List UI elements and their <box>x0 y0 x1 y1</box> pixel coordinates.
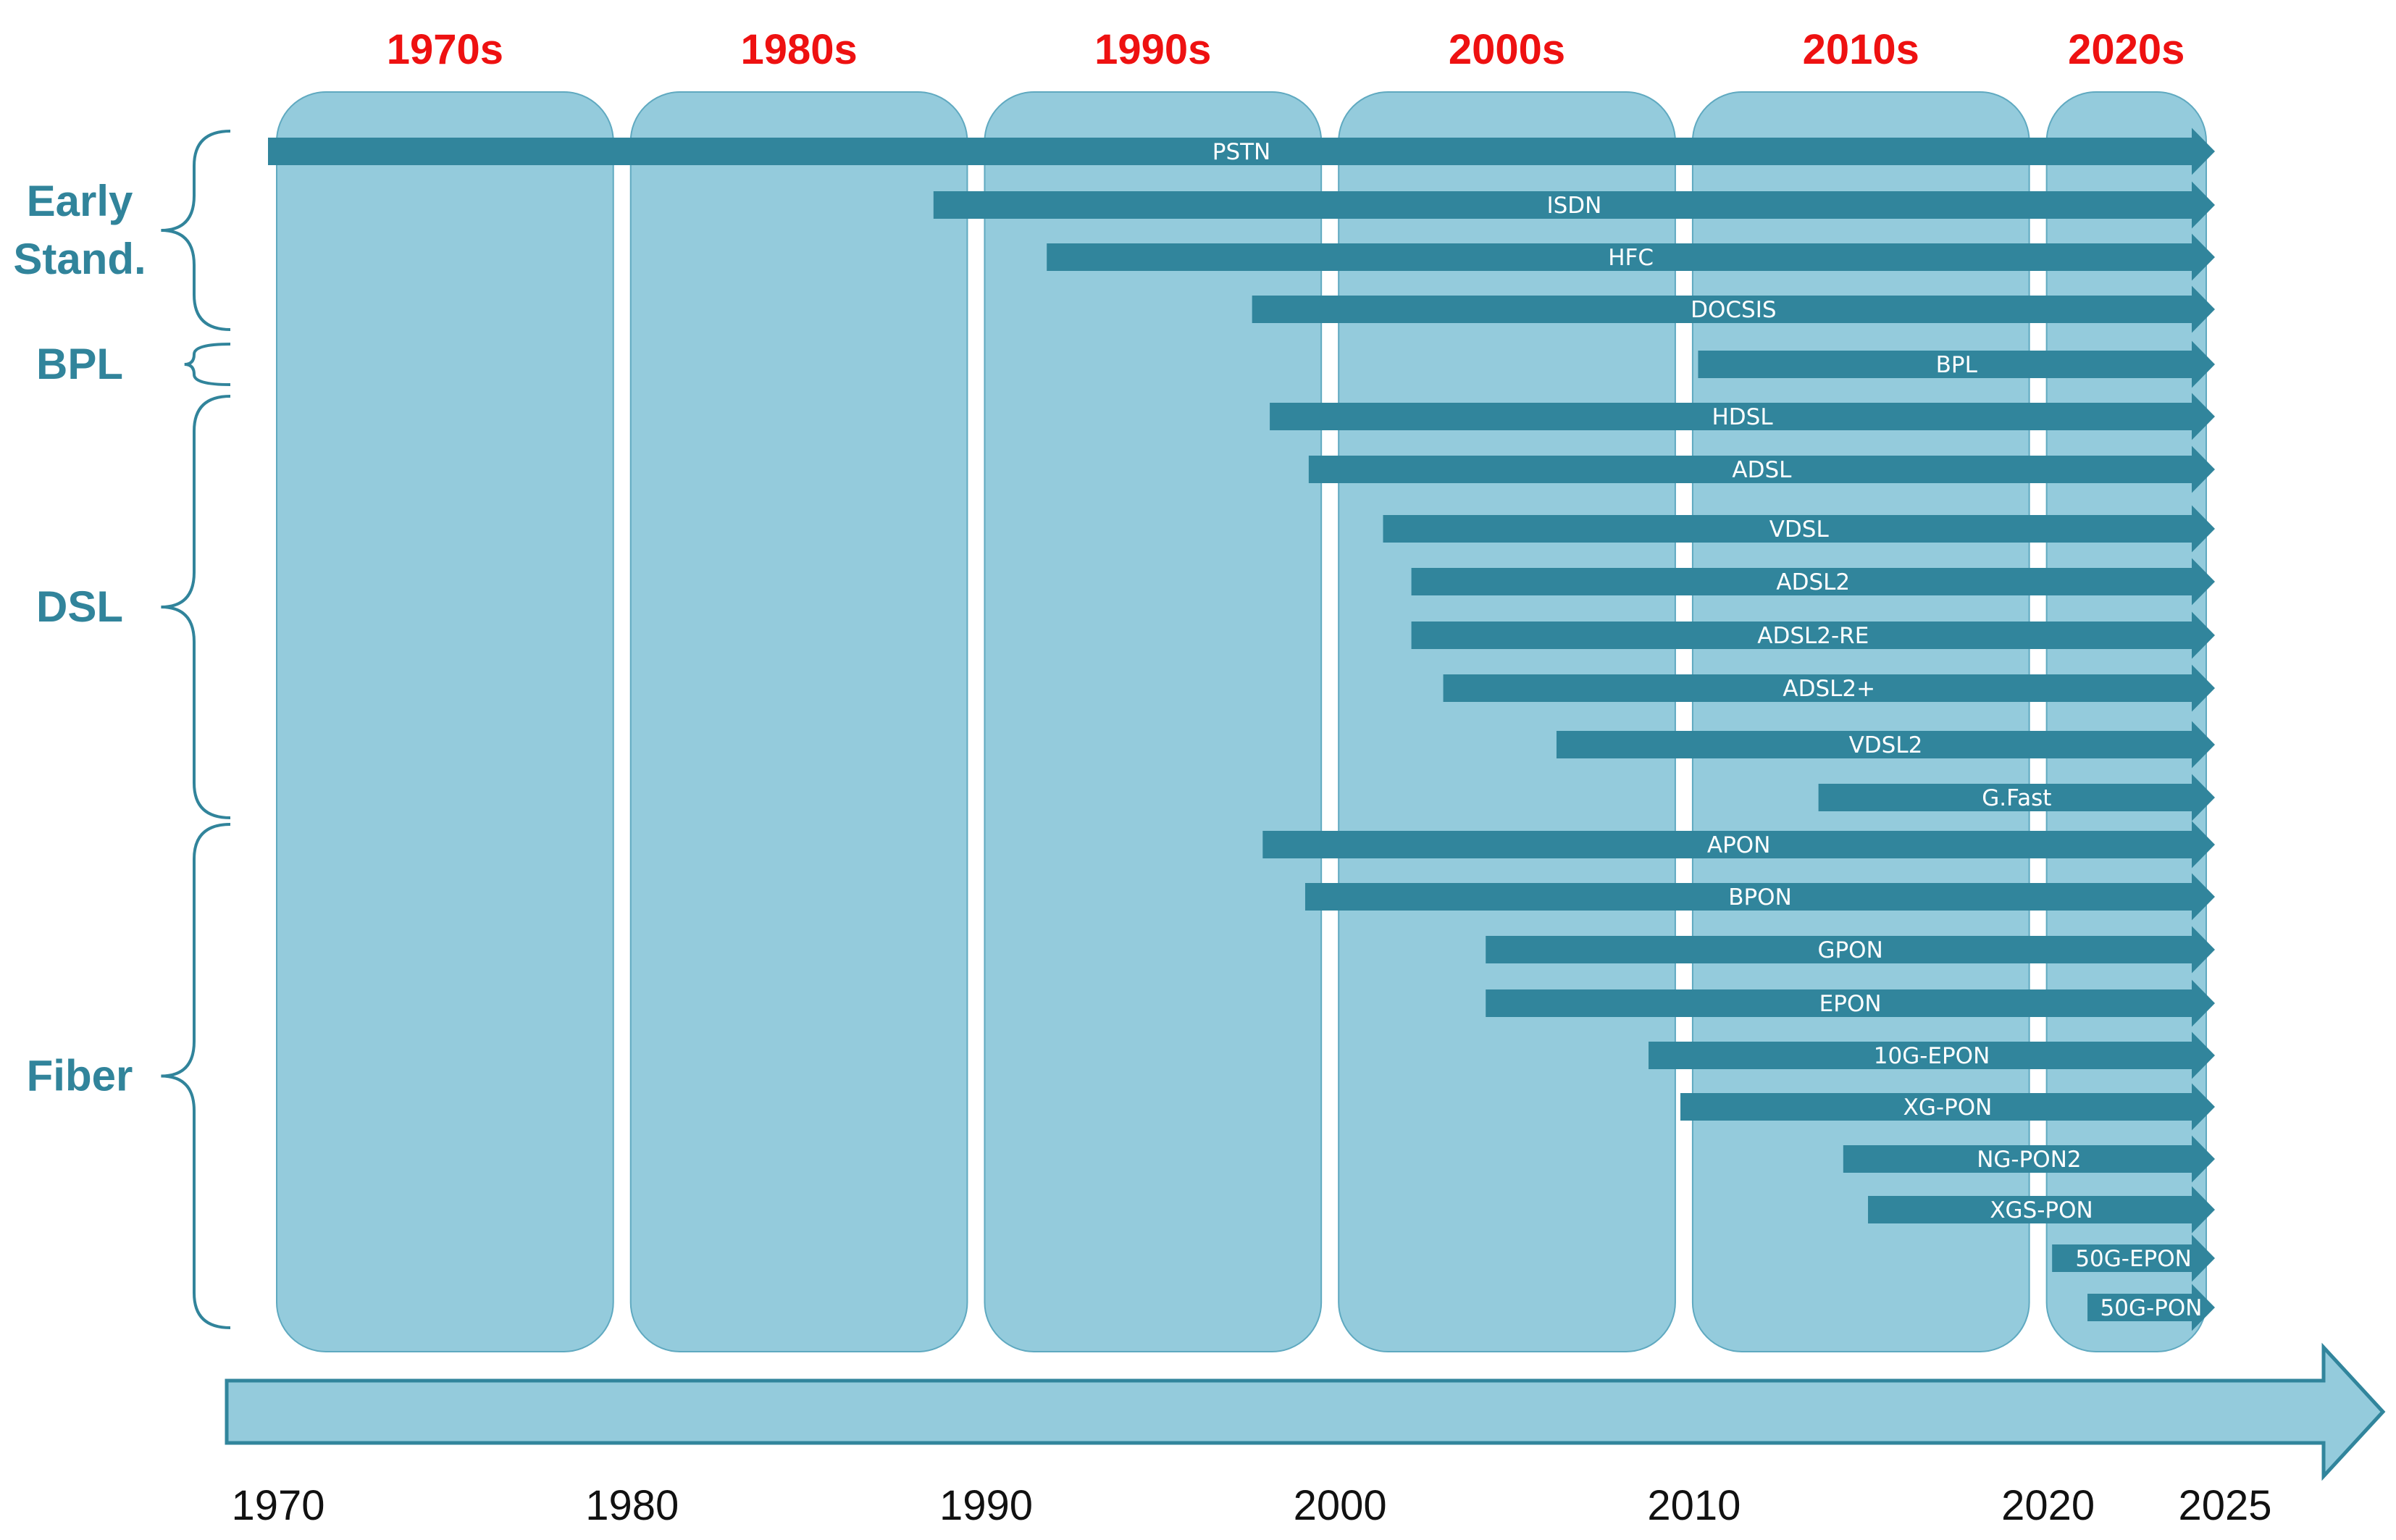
decade-label-2020s: 2020s <box>2068 26 2185 73</box>
tech-bar-xgs-pon <box>1868 1186 2215 1234</box>
decade-column-2000s <box>1338 91 1676 1352</box>
tech-label-docsis: DOCSIS <box>1691 297 1776 323</box>
axis-year-labels: 1970 1980 1990 2000 2010 2020 2025 <box>231 1482 2271 1529</box>
group-brace-1 <box>184 343 231 386</box>
tech-bar-bpl <box>1698 340 2215 388</box>
decade-label-2000s: 2000s <box>1449 26 1565 73</box>
tech-bar-adsl2 <box>1411 558 2215 606</box>
tech-label-ng-pon2: NG-PON2 <box>1977 1147 2081 1173</box>
tech-label-apon: APON <box>1707 832 1771 858</box>
tech-bar-vdsl2 <box>1556 721 2215 769</box>
tech-label-hdsl: HDSL <box>1712 404 1773 430</box>
tech-label-gpon: GPON <box>1817 937 1882 963</box>
decade-column-1970s <box>276 91 614 1352</box>
tech-label-vdsl: VDSL <box>1769 516 1830 543</box>
tech-label-vdsl2: VDSL2 <box>1849 732 1923 758</box>
year-label-1990: 1990 <box>939 1482 1033 1529</box>
tech-bar-vdsl <box>1383 505 2215 553</box>
decade-column-1990s <box>984 91 1323 1352</box>
group-label-early: Early <box>27 177 133 225</box>
tech-bar-50g-epon <box>2052 1234 2215 1282</box>
tech-label-xg-pon: XG-PON <box>1903 1095 1993 1121</box>
group-label-bpl: BPL <box>36 340 123 388</box>
tech-bar-bpon <box>1304 873 2215 921</box>
year-label-2025: 2025 <box>2178 1482 2271 1529</box>
tech-label-bpon: BPON <box>1728 884 1792 911</box>
tech-label-50g-pon: 50G-PON <box>2100 1295 2203 1321</box>
tech-bar-epon <box>1486 979 2215 1027</box>
tech-bar-10g-epon <box>1649 1031 2215 1079</box>
tech-label-g-fast: G.Fast <box>1982 785 2051 811</box>
decade-label-1970s: 1970s <box>387 26 503 73</box>
group-brace-2 <box>161 395 231 819</box>
tech-label-adsl2: ADSL2 <box>1776 569 1850 595</box>
decade-label-2010s: 2010s <box>1803 26 1919 73</box>
group-braces <box>161 130 231 1329</box>
time-axis-arrow <box>225 1342 2386 1481</box>
time-axis <box>225 1342 2386 1481</box>
tech-bar-hfc <box>1047 233 2215 281</box>
tech-bar-adsl <box>1308 445 2215 493</box>
group-labels: Early Stand. BPL DSL Fiber <box>13 177 146 1100</box>
tech-bar-apon <box>1262 821 2215 869</box>
year-label-2000: 2000 <box>1294 1482 1387 1529</box>
tech-label-pstn: PSTN <box>1212 139 1271 165</box>
year-label-1980: 1980 <box>585 1482 679 1529</box>
tech-bar-xg-pon <box>1680 1083 2215 1131</box>
tech-bar-adsl2- <box>1443 664 2215 712</box>
tech-bar-pstn <box>268 127 2215 175</box>
tech-bar-isdn <box>933 181 2215 229</box>
decade-column-1980s <box>629 91 968 1352</box>
group-label-dsl: DSL <box>36 582 123 631</box>
tech-label-isdn: ISDN <box>1546 193 1601 219</box>
technology-bars: PSTN ISDN HFC DOCSIS BPL HDSL ADSL VDSL ADSL2 ADS… <box>268 127 2215 1331</box>
decade-label-1980s: 1980s <box>740 26 857 73</box>
tech-label-xgs-pon: XGS-PON <box>1990 1197 2093 1223</box>
tech-label-adsl2-: ADSL2+ <box>1783 676 1875 702</box>
decade-label-1990s: 1990s <box>1094 26 1211 73</box>
tech-bar-gpon <box>1486 926 2215 974</box>
tech-label-10g-epon: 10G-EPON <box>1874 1043 1990 1069</box>
tech-label-adsl: ADSL <box>1732 457 1792 483</box>
tech-bar-hdsl <box>1270 393 2215 440</box>
group-brace-3 <box>161 823 231 1329</box>
tech-label-hfc: HFC <box>1608 245 1654 271</box>
group-label-stand-: Stand. <box>13 235 146 283</box>
tech-label-epon: EPON <box>1819 991 1882 1017</box>
tech-bar-g-fast <box>1818 774 2215 821</box>
tech-bar-ng-pon2 <box>1843 1135 2215 1183</box>
tech-bar-docsis <box>1252 285 2215 333</box>
decade-labels: 1970s 1980s 1990s 2000s 2010s 2020s <box>387 26 2185 73</box>
tech-bar-50g-pon <box>2087 1284 2215 1331</box>
year-label-2020: 2020 <box>2001 1482 2095 1529</box>
tech-label-adsl2-re: ADSL2-RE <box>1757 623 1869 649</box>
group-label-fiber: Fiber <box>27 1052 133 1100</box>
tech-label-bpl: BPL <box>1936 352 1978 378</box>
group-brace-0 <box>161 130 231 331</box>
year-label-2010: 2010 <box>1647 1482 1741 1529</box>
tech-label-50g-epon: 50G-EPON <box>2075 1246 2192 1272</box>
year-label-1970: 1970 <box>231 1482 324 1529</box>
tech-bar-adsl2-re <box>1411 611 2215 659</box>
